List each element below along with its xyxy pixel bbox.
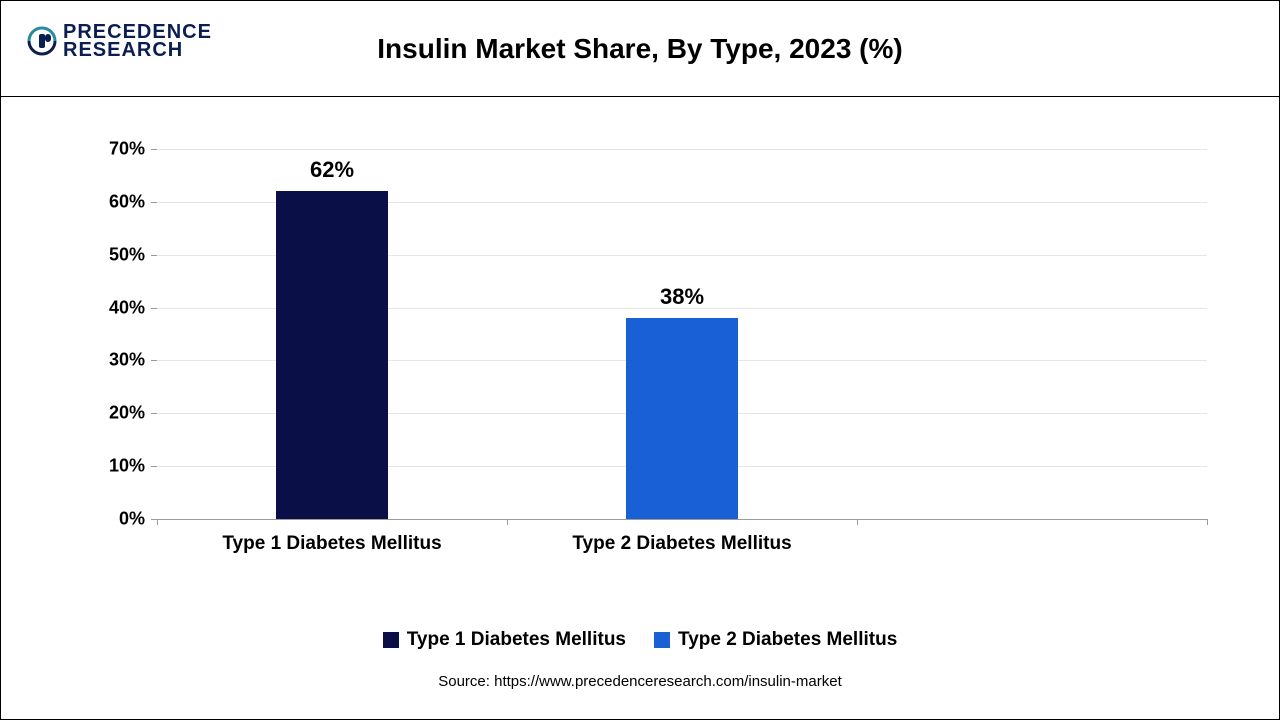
- logo: PRECEDENCE RESEARCH: [25, 23, 212, 59]
- y-tick-label: 30%: [109, 350, 157, 371]
- logo-sub-text: RESEARCH: [63, 41, 212, 59]
- x-tick-mark: [157, 519, 158, 525]
- bar: [626, 318, 738, 519]
- chart-area: 0%10%20%30%40%50%60%70%62%Type 1 Diabete…: [97, 149, 1217, 559]
- y-tick-mark: [151, 149, 157, 150]
- legend-label: Type 1 Diabetes Mellitus: [407, 629, 626, 651]
- bar: [276, 191, 388, 519]
- bar-value-label: 38%: [622, 284, 742, 310]
- y-tick-mark: [151, 466, 157, 467]
- y-tick-label: 10%: [109, 456, 157, 477]
- legend-label: Type 2 Diabetes Mellitus: [678, 629, 897, 651]
- logo-icon: [25, 24, 59, 58]
- y-tick-label: 40%: [109, 297, 157, 318]
- y-tick-label: 70%: [109, 139, 157, 160]
- y-tick-mark: [151, 413, 157, 414]
- bar-value-label: 62%: [272, 157, 392, 183]
- chart-container: PRECEDENCE RESEARCH Insulin Market Share…: [0, 0, 1280, 720]
- legend-item: Type 1 Diabetes Mellitus: [383, 629, 626, 651]
- header: PRECEDENCE RESEARCH Insulin Market Share…: [1, 1, 1279, 97]
- plot-region: 0%10%20%30%40%50%60%70%62%Type 1 Diabete…: [157, 149, 1207, 519]
- y-tick-label: 20%: [109, 403, 157, 424]
- legend-swatch: [654, 632, 670, 648]
- gridline: [157, 149, 1207, 150]
- x-tick-label: Type 2 Diabetes Mellitus: [572, 519, 791, 555]
- y-tick-mark: [151, 255, 157, 256]
- legend-swatch: [383, 632, 399, 648]
- x-tick-mark: [1207, 519, 1208, 525]
- source-text: Source: https://www.precedenceresearch.c…: [1, 673, 1279, 690]
- y-tick-mark: [151, 308, 157, 309]
- legend: Type 1 Diabetes Mellitus Type 2 Diabetes …: [1, 629, 1279, 651]
- y-tick-mark: [151, 202, 157, 203]
- x-tick-mark: [507, 519, 508, 525]
- y-tick-label: 60%: [109, 191, 157, 212]
- legend-item: Type 2 Diabetes Mellitus: [654, 629, 897, 651]
- y-tick-label: 50%: [109, 244, 157, 265]
- x-tick-mark: [857, 519, 858, 525]
- logo-text: PRECEDENCE RESEARCH: [63, 23, 212, 59]
- y-tick-mark: [151, 360, 157, 361]
- x-tick-label: Type 1 Diabetes Mellitus: [222, 519, 441, 555]
